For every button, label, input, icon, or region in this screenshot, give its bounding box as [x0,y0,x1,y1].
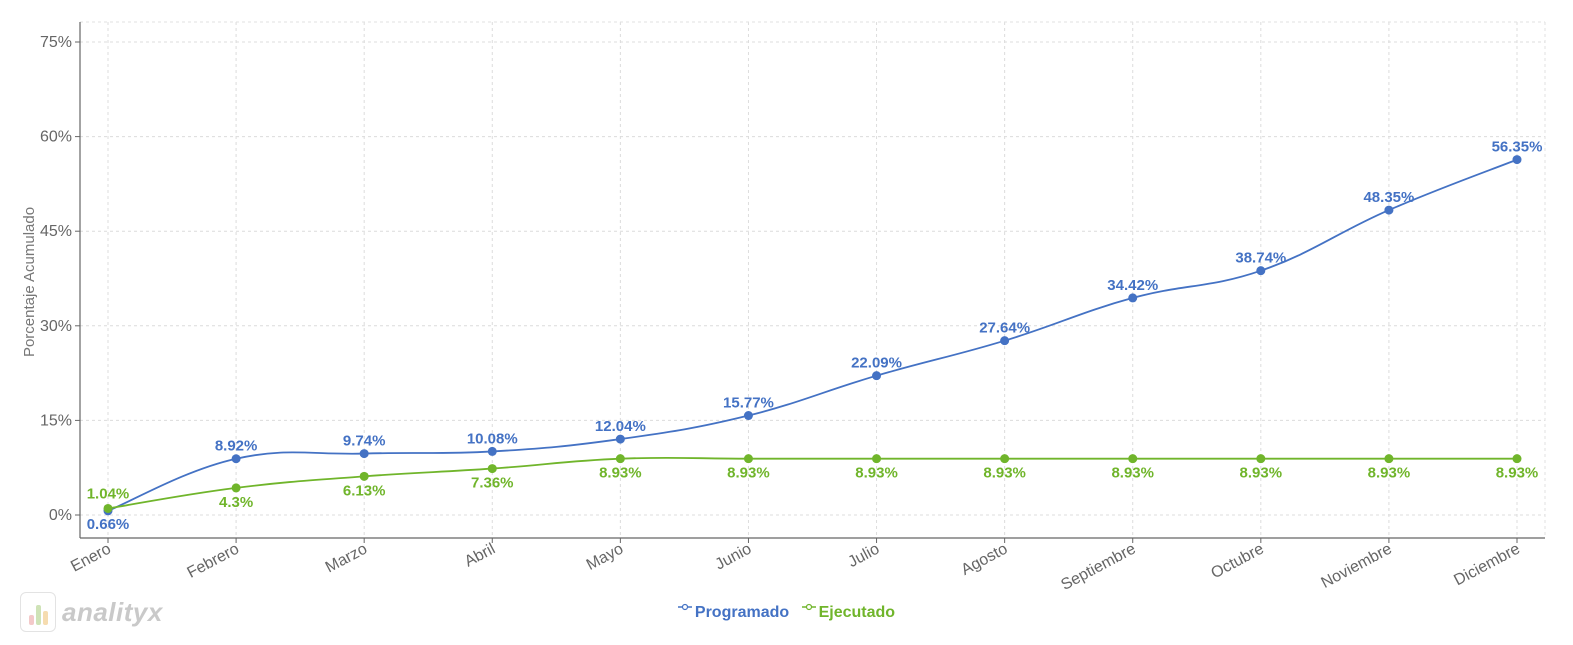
data-label-ejecutado: 8.93% [1368,465,1411,482]
y-axis-ticks: 0% 15% 30% 45% 60% 75% [40,34,80,524]
y-tick-label: 45% [40,223,72,240]
y-tick-label: 0% [49,507,72,524]
data-point-programado[interactable] [1512,155,1522,165]
data-label-ejecutado: 8.93% [1111,465,1154,482]
data-point-ejecutado[interactable] [1000,454,1010,464]
y-tick-label: 75% [40,34,72,51]
data-label-programado: 27.64% [979,320,1030,337]
data-label-programado: 34.42% [1107,277,1158,294]
data-label-ejecutado: 1.04% [87,485,130,502]
data-point-ejecutado[interactable] [359,471,369,481]
x-tick-label: Mayo [584,540,627,573]
logo-bars-icon [20,592,56,632]
data-point-ejecutado[interactable] [1384,454,1394,464]
axes [79,22,1545,539]
data-point-programado[interactable] [359,449,369,459]
data-label-programado: 48.35% [1363,189,1414,206]
x-tick-label: Noviembre [1319,540,1395,591]
data-label-programado: 12.04% [595,418,646,435]
data-point-ejecutado[interactable] [487,464,497,474]
logo-text: analityx [62,596,163,627]
x-axis-ticks: Enero Febrero Marzo Abril Mayo Junio Julio Agos… [68,538,1523,594]
data-label-programado: 56.35% [1492,139,1543,156]
y-tick-label: 30% [40,318,72,335]
data-label-ejecutado: 8.93% [1496,465,1539,482]
x-tick-label: Septiembre [1058,540,1138,593]
data-label-ejecutado: 8.93% [855,465,898,482]
data-point-ejecutado[interactable] [615,454,625,464]
x-tick-label: Agosto [959,540,1011,578]
legend-label-ejecutado: Ejecutado [818,604,896,621]
legend-item-ejecutado[interactable]: Ejecutado [801,603,896,622]
data-point-programado[interactable] [1128,293,1138,303]
data-point-programado[interactable] [1256,266,1266,276]
data-point-ejecutado[interactable] [743,454,753,464]
y-tick-label: 60% [40,129,72,146]
data-label-programado: 15.77% [723,395,774,412]
data-point-ejecutado[interactable] [1512,454,1522,464]
x-tick-label: Abril [462,541,498,571]
data-label-programado: 9.74% [343,433,386,450]
data-point-programado[interactable] [1384,205,1394,215]
data-point-programado[interactable] [487,446,497,456]
data-labels: 0.66% 8.92% 9.74% 10.08% 12.04% 15.77% 22.09% 2… [87,139,1543,533]
legend: Programado Ejecutado [0,603,1573,623]
data-point-ejecutado[interactable] [1128,454,1138,464]
data-point-ejecutado[interactable] [1256,454,1266,464]
data-label-programado: 38.74% [1235,250,1286,267]
x-tick-label: Julio [845,540,882,571]
data-label-ejecutado: 4.3% [219,494,253,511]
legend-line-icon [677,603,692,611]
data-label-ejecutado: 8.93% [599,465,642,482]
series-layer [103,155,1522,516]
data-point-programado[interactable] [743,411,753,421]
x-tick-label: Marzo [323,540,370,576]
data-point-programado[interactable] [872,371,882,381]
legend-item-programado[interactable]: Programado [677,603,790,622]
data-point-programado[interactable] [231,454,241,464]
x-tick-label: Enero [68,540,114,575]
x-tick-label: Febrero [185,540,243,581]
data-point-ejecutado[interactable] [872,454,882,464]
series-line-programado [107,158,1518,512]
y-tick-label: 15% [40,412,72,429]
legend-label-programado: Programado [694,604,790,621]
data-label-ejecutado: 6.13% [343,482,386,499]
data-label-programado: 10.08% [467,430,518,447]
legend-line-icon [801,603,816,611]
data-label-ejecutado: 8.93% [1240,465,1283,482]
data-point-ejecutado[interactable] [103,503,113,513]
x-tick-label: Octubre [1208,540,1266,582]
series-line-ejecutado [107,456,1517,510]
data-label-ejecutado: 7.36% [471,475,514,492]
line-chart: 0% 15% 30% 45% 60% 75% Enero Febrero Marzo Abril… [21,21,1546,594]
x-tick-label: Diciembre [1451,540,1523,589]
data-label-ejecutado: 8.93% [983,465,1026,482]
data-label-programado: 22.09% [851,355,902,372]
grid [80,21,1546,538]
y-axis-label: Porcentaje Acumulado [21,207,38,357]
data-label-programado: 0.66% [87,516,130,533]
data-point-programado[interactable] [615,434,625,444]
data-label-programado: 8.92% [215,438,258,455]
data-label-ejecutado: 8.93% [727,465,770,482]
data-point-ejecutado[interactable] [231,483,241,493]
analityx-logo: analityx [20,592,163,632]
x-tick-label: Junio [713,540,755,573]
data-point-programado[interactable] [1000,336,1010,346]
